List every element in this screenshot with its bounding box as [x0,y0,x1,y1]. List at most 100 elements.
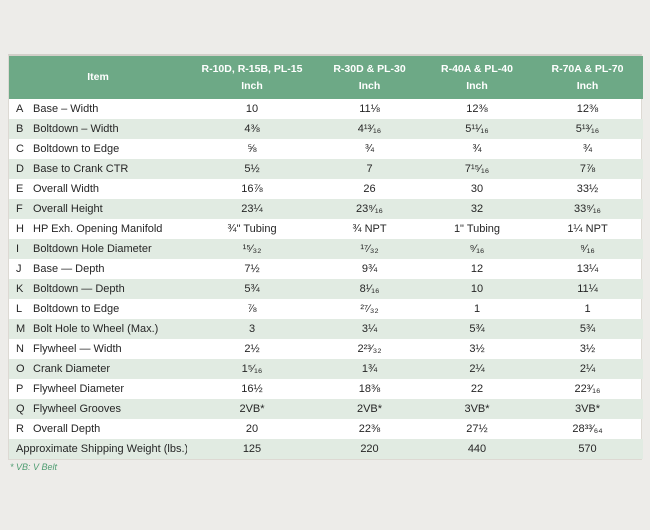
spec-value: 26 [363,183,376,195]
spec-value: ¾ [472,143,482,155]
column-model-label: R-40A & PL-40 [441,63,513,76]
spec-value: 7 [366,163,373,175]
row-letter: K [16,283,24,295]
spec-value: 20 [245,423,259,435]
spec-value: 3VB* [464,403,490,415]
spec-value: 30 [470,183,484,195]
spec-value: 2½ [244,343,260,355]
spec-value: 7¹⁵⁄₁₆ [464,163,490,175]
row-item-label: Overall Depth [33,423,101,435]
row-item-label: Boltdown — Depth [33,283,125,295]
item-column-header: Item [9,56,187,99]
row-item-label: Boltdown – Width [33,123,119,135]
row-item-label: Base to Crank CTR [33,163,129,175]
spec-value: 1 [473,303,481,315]
spec-value: 22 [470,383,484,395]
spec-value: 33⁹⁄₁₆ [574,203,601,215]
spec-value: 9¾ [361,263,378,275]
table-row-C: C Boltdown to Edge ⅝ ¾ ¾ ¾ [9,139,643,159]
table-row-A: A Base – Width 10 11⅛ 12⅜ 12⅜ [9,99,643,119]
spec-value: 220 [360,443,379,455]
row-letter: O [16,363,25,375]
row-item-label: Overall Width [33,183,100,195]
column-model-label: R-30D & PL-30 [333,63,406,76]
spec-value: 1" Tubing [453,223,501,235]
column-unit-label: Inch [466,79,488,92]
spec-value: 11⅛ [359,103,380,115]
spec-value: 570 [578,443,597,455]
table-row-I: I Boltdown Hole Diameter ¹⁵⁄₃₂ ¹⁷⁄₃₂ ⁹⁄₁₆ ⁹⁄₁… [9,239,643,259]
row-letter: I [16,243,20,255]
spec-value: 440 [467,443,487,455]
spec-value: ¾" Tubing [227,223,277,235]
spec-value: 5¹³⁄₁₆ [575,123,600,135]
row-item-label: Base – Width [33,103,99,115]
spec-value: 27½ [466,423,488,435]
spec-value: 3 [248,323,256,335]
table-row-F: F Overall Height 23¼ 23⁹⁄₁₆ 32 33⁹⁄₁₆ [9,199,643,219]
row-item-label: Overall Height [33,203,103,215]
spec-value: ⁹⁄₁₆ [469,243,485,255]
spec-value: ¾ [364,143,375,155]
row-letter: Q [16,403,25,415]
spec-value: 28³³⁄₆₄ [572,423,603,435]
spec-value: 16⅞ [241,183,263,195]
spec-value: ²⁷⁄₃₂ [360,303,379,315]
row-item-label: Boltdown to Edge [33,143,120,155]
spec-value: ⅞ [247,303,257,315]
row-letter: A [16,103,24,115]
table-row-shipping-weight: Approximate Shipping Weight (lbs.) 125 220… [9,439,643,459]
spec-value: 23¼ [241,203,263,215]
row-item-label: Bolt Hole to Wheel (Max.) [33,323,159,335]
row-item-label: Boltdown to Edge [33,303,120,315]
spec-value: ¾ NPT [352,223,387,235]
spec-value: 2¼ [469,363,485,375]
spec-value: ¹⁷⁄₃₂ [360,243,379,255]
spec-value: 1¾ [361,363,378,375]
table-row-O: O Crank Diameter 1⁵⁄₁₆ 1¾ 2¼ 2¼ [9,359,643,379]
spec-value: 1¼ NPT [567,223,608,235]
spec-value: 2²³⁄₃₂ [357,343,382,355]
column-header-4: R-70A & PL-70 Inch [532,56,643,99]
row-item-label: Base — Depth [33,263,105,275]
table-row-K: K Boltdown — Depth 5¾ 8¹⁄₁₆ 10 11¼ [9,279,643,299]
column-header-3: R-40A & PL-40 Inch [422,56,532,99]
spec-value: 125 [242,443,262,455]
column-header-2: R-30D & PL-30 Inch [317,56,422,99]
spec-value: 2VB* [239,403,265,415]
spec-value: 10 [245,103,259,115]
row-letter: R [16,423,24,435]
spec-value: 22⅜ [358,423,381,435]
spec-value: 3¼ [361,323,378,335]
spec-value: 5¾ [244,283,260,295]
table-row-H: H HP Exh. Opening Manifold ¾" Tubing ¾ NPT 1… [9,219,643,239]
spec-value: 13¼ [576,263,599,275]
dimension-table: Item R-10D, R-15B, PL-15 Inch R-30D & PL-3… [9,56,643,459]
row-letter: M [16,323,26,335]
spec-value: 8¹⁄₁₆ [359,283,380,295]
row-item-label: Approximate Shipping Weight (lbs.) [16,443,187,455]
spec-value: 7⅞ [579,163,596,175]
row-letter: B [16,123,24,135]
spec-value: 5¹¹⁄₁₆ [465,123,489,135]
table-row-N: N Flywheel — Width 2½ 2²³⁄₃₂ 3½ 3½ [9,339,643,359]
spec-value: 10 [470,283,484,295]
column-model-label: R-70A & PL-70 [551,63,624,76]
spec-value: 16½ [241,383,263,395]
row-letter: H [16,223,24,235]
row-letter: N [16,343,24,355]
spec-value: 12⅜ [576,103,599,115]
column-unit-label: Inch [576,79,599,92]
spec-value: 23⁹⁄₁₆ [356,203,383,215]
row-item-label: Crank Diameter [33,363,111,375]
row-item-label: Boltdown Hole Diameter [33,243,152,255]
spec-value: 2VB* [356,403,383,415]
row-item-label: Flywheel — Width [33,343,122,355]
table-row-D: D Base to Crank CTR 5½ 7 7¹⁵⁄₁₆ 7⅞ [9,159,643,179]
spec-value: 3½ [469,343,485,355]
spec-value: 4⅜ [244,123,260,135]
spec-value: ⅝ [247,143,257,155]
footnote: * VB: V Belt [10,462,58,472]
column-unit-label: Inch [241,79,263,92]
row-letter: E [16,183,24,195]
